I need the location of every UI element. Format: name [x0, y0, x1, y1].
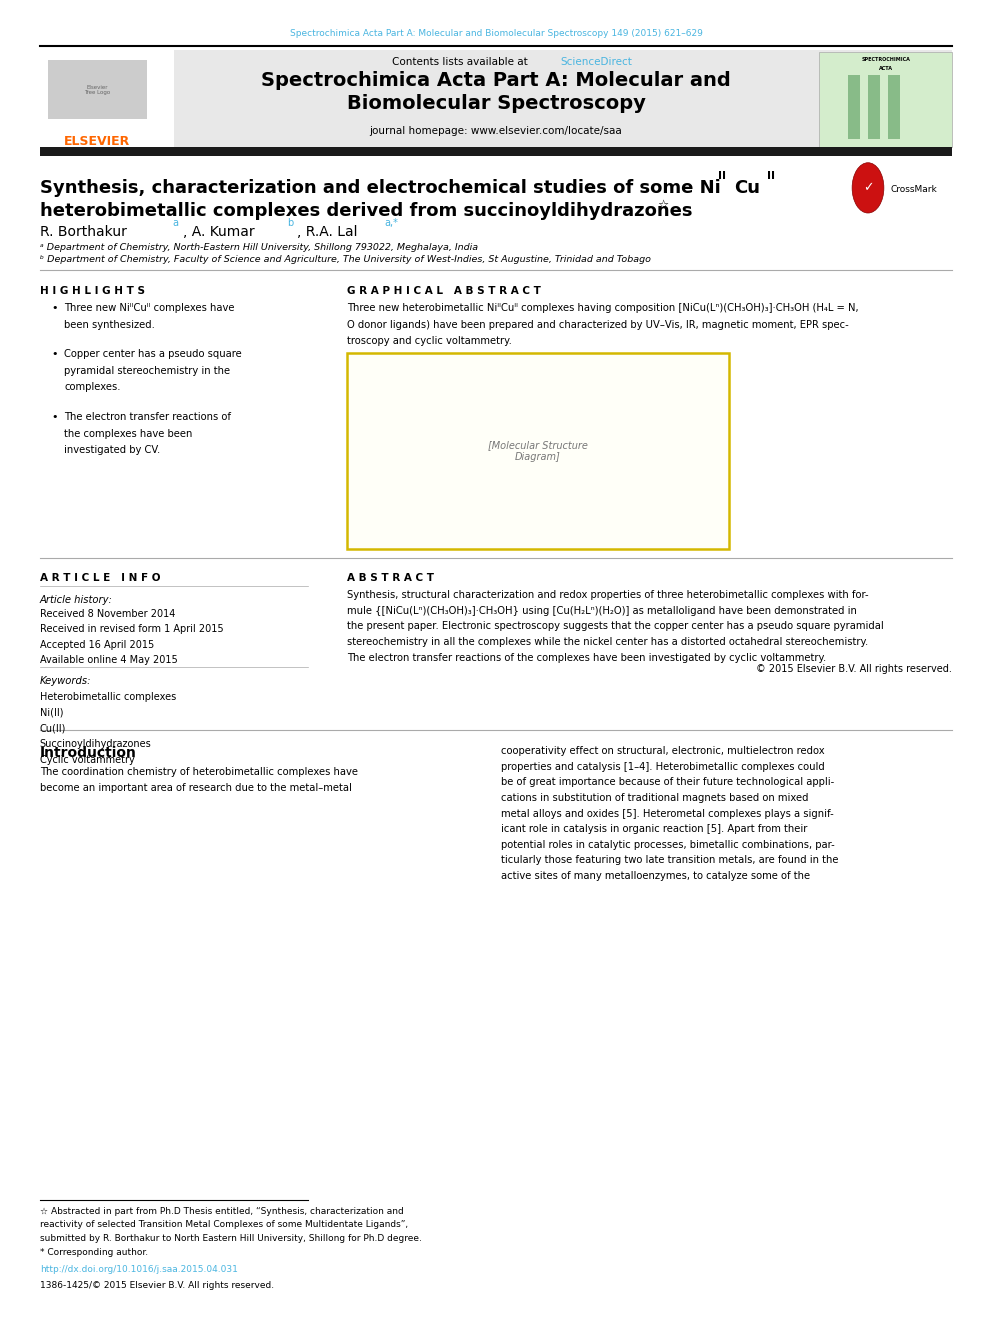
FancyBboxPatch shape	[347, 353, 729, 549]
Text: ScienceDirect: ScienceDirect	[560, 57, 632, 67]
Text: reactivity of selected Transition Metal Complexes of some Multidentate Ligands”,: reactivity of selected Transition Metal …	[40, 1220, 408, 1229]
Text: A B S T R A C T: A B S T R A C T	[347, 573, 434, 583]
Text: A R T I C L E   I N F O: A R T I C L E I N F O	[40, 573, 160, 583]
Text: Copper center has a pseudo square: Copper center has a pseudo square	[64, 349, 242, 360]
Text: Elsevier
Tree Logo: Elsevier Tree Logo	[84, 85, 110, 95]
Text: journal homepage: www.elsevier.com/locate/saa: journal homepage: www.elsevier.com/locat…	[370, 126, 622, 136]
Bar	[868, 75, 880, 139]
Text: been synthesized.: been synthesized.	[64, 319, 156, 329]
Text: pyramidal stereochemistry in the: pyramidal stereochemistry in the	[64, 365, 230, 376]
Text: a,*: a,*	[384, 218, 398, 229]
Text: active sites of many metalloenzymes, to catalyze some of the: active sites of many metalloenzymes, to …	[501, 871, 810, 881]
Text: •: •	[52, 349, 59, 360]
Text: b: b	[287, 218, 293, 229]
Text: the complexes have been: the complexes have been	[64, 429, 192, 439]
Text: ᵇ Department of Chemistry, Faculty of Science and Agriculture, The University of: ᵇ Department of Chemistry, Faculty of Sc…	[40, 255, 651, 265]
Text: Received 8 November 2014: Received 8 November 2014	[40, 609, 175, 619]
Text: properties and catalysis [1–4]. Heterobimetallic complexes could: properties and catalysis [1–4]. Heterobi…	[501, 762, 824, 771]
Text: troscopy and cyclic voltammetry.: troscopy and cyclic voltammetry.	[347, 336, 512, 347]
Text: * Corresponding author.: * Corresponding author.	[40, 1249, 148, 1257]
Text: Contents lists available at: Contents lists available at	[392, 57, 531, 67]
Text: Cyclic voltammetry: Cyclic voltammetry	[40, 754, 135, 765]
Text: Keywords:: Keywords:	[40, 676, 91, 687]
Text: cations in substitution of traditional magnets based on mixed: cations in substitution of traditional m…	[501, 792, 808, 803]
Text: 1386-1425/© 2015 Elsevier B.V. All rights reserved.: 1386-1425/© 2015 Elsevier B.V. All right…	[40, 1281, 274, 1290]
Text: ᵃ Department of Chemistry, North-Eastern Hill University, Shillong 793022, Megha: ᵃ Department of Chemistry, North-Eastern…	[40, 243, 478, 253]
Text: become an important area of research due to the metal–metal: become an important area of research due…	[40, 783, 351, 792]
Text: Biomolecular Spectroscopy: Biomolecular Spectroscopy	[346, 94, 646, 112]
Text: the present paper. Electronic spectroscopy suggests that the copper center has a: the present paper. Electronic spectrosco…	[347, 622, 884, 631]
Text: cooperativity effect on structural, electronic, multielectron redox: cooperativity effect on structural, elec…	[501, 746, 824, 757]
Text: Received in revised form 1 April 2015: Received in revised form 1 April 2015	[40, 624, 223, 634]
FancyBboxPatch shape	[40, 50, 952, 148]
Text: G R A P H I C A L   A B S T R A C T: G R A P H I C A L A B S T R A C T	[347, 286, 541, 296]
Text: Succinoyldihydrazones: Succinoyldihydrazones	[40, 740, 152, 749]
Text: ☆ Abstracted in part from Ph.D Thesis entitled, “Synthesis, characterization and: ☆ Abstracted in part from Ph.D Thesis en…	[40, 1207, 404, 1216]
Text: ELSEVIER: ELSEVIER	[64, 135, 130, 148]
Text: © 2015 Elsevier B.V. All rights reserved.: © 2015 Elsevier B.V. All rights reserved…	[757, 664, 952, 675]
Text: Cu(II): Cu(II)	[40, 724, 66, 733]
Text: •: •	[52, 303, 59, 314]
FancyBboxPatch shape	[48, 60, 147, 119]
Text: Synthesis, structural characterization and redox properties of three heterobimet: Synthesis, structural characterization a…	[347, 590, 869, 601]
Text: •: •	[52, 413, 59, 422]
Text: ACTA: ACTA	[879, 66, 893, 71]
Text: Spectrochimica Acta Part A: Molecular and: Spectrochimica Acta Part A: Molecular an…	[261, 71, 731, 90]
Text: Article history:: Article history:	[40, 595, 112, 606]
Bar	[888, 75, 900, 139]
Text: metal alloys and oxides [5]. Heterometal complexes plays a signif-: metal alloys and oxides [5]. Heterometal…	[501, 808, 833, 819]
Text: Heterobimetallic complexes: Heterobimetallic complexes	[40, 692, 176, 703]
Text: Available online 4 May 2015: Available online 4 May 2015	[40, 655, 178, 665]
Text: ticularly those featuring two late transition metals, are found in the: ticularly those featuring two late trans…	[501, 856, 838, 865]
Text: R. Borthakur: R. Borthakur	[40, 225, 127, 239]
Text: O donor ligands) have been prepared and characterized by UV–Vis, IR, magnetic mo: O donor ligands) have been prepared and …	[347, 319, 849, 329]
Text: be of great importance because of their future technological appli-: be of great importance because of their …	[501, 778, 834, 787]
Text: [Molecular Structure
Diagram]: [Molecular Structure Diagram]	[488, 441, 587, 462]
Text: http://dx.doi.org/10.1016/j.saa.2015.04.031: http://dx.doi.org/10.1016/j.saa.2015.04.…	[40, 1265, 237, 1274]
Text: Spectrochimica Acta Part A: Molecular and Biomolecular Spectroscopy 149 (2015) 6: Spectrochimica Acta Part A: Molecular an…	[290, 29, 702, 38]
Text: , R.A. Lal: , R.A. Lal	[297, 225, 357, 239]
Text: Introduction: Introduction	[40, 746, 137, 761]
Text: H I G H L I G H T S: H I G H L I G H T S	[40, 286, 145, 296]
Text: ✓: ✓	[863, 181, 873, 194]
Text: II: II	[767, 171, 775, 181]
Text: CrossMark: CrossMark	[891, 185, 937, 193]
Text: Accepted 16 April 2015: Accepted 16 April 2015	[40, 640, 154, 650]
Text: stereochemistry in all the complexes while the nickel center has a distorted oct: stereochemistry in all the complexes whi…	[347, 636, 868, 647]
Text: submitted by R. Borthakur to North Eastern Hill University, Shillong for Ph.D de: submitted by R. Borthakur to North Easte…	[40, 1234, 422, 1244]
Text: Three new NiᴵᴵCuᴵᴵ complexes have: Three new NiᴵᴵCuᴵᴵ complexes have	[64, 303, 235, 314]
Bar	[848, 75, 860, 139]
Text: , A. Kumar: , A. Kumar	[183, 225, 254, 239]
Text: SPECTROCHIMICA: SPECTROCHIMICA	[861, 57, 911, 62]
FancyBboxPatch shape	[819, 52, 952, 147]
Ellipse shape	[852, 163, 884, 213]
Text: Ni(II): Ni(II)	[40, 708, 63, 718]
Text: II: II	[718, 171, 726, 181]
Text: complexes.: complexes.	[64, 382, 121, 393]
Text: Cu: Cu	[734, 179, 760, 197]
Text: mule {[NiCu(Lⁿ)(CH₃OH)₃]·CH₃OH} using [Cu(H₂Lⁿ)(H₂O)] as metalloligand have been: mule {[NiCu(Lⁿ)(CH₃OH)₃]·CH₃OH} using [C…	[347, 606, 857, 615]
Text: The electron transfer reactions of the complexes have been investigated by cycli: The electron transfer reactions of the c…	[347, 652, 826, 663]
Text: icant role in catalysis in organic reaction [5]. Apart from their: icant role in catalysis in organic react…	[501, 824, 807, 835]
Text: a: a	[173, 218, 179, 229]
Text: investigated by CV.: investigated by CV.	[64, 445, 161, 455]
Bar	[40, 147, 952, 156]
Text: Synthesis, characterization and electrochemical studies of some Ni: Synthesis, characterization and electroc…	[40, 179, 720, 197]
Text: potential roles in catalytic processes, bimetallic combinations, par-: potential roles in catalytic processes, …	[501, 840, 834, 849]
Text: heterobimetallic complexes derived from succinoyldihydrazones: heterobimetallic complexes derived from …	[40, 202, 692, 221]
Text: The coordination chemistry of heterobimetallic complexes have: The coordination chemistry of heterobime…	[40, 767, 358, 778]
Text: The electron transfer reactions of: The electron transfer reactions of	[64, 413, 231, 422]
Text: Three new heterobimetallic NiᴵᴵCuᴵᴵ complexes having composition [NiCu(Lⁿ)(CH₃OH: Three new heterobimetallic NiᴵᴵCuᴵᴵ comp…	[347, 303, 859, 314]
FancyBboxPatch shape	[40, 50, 174, 148]
Text: ☆: ☆	[654, 198, 669, 212]
